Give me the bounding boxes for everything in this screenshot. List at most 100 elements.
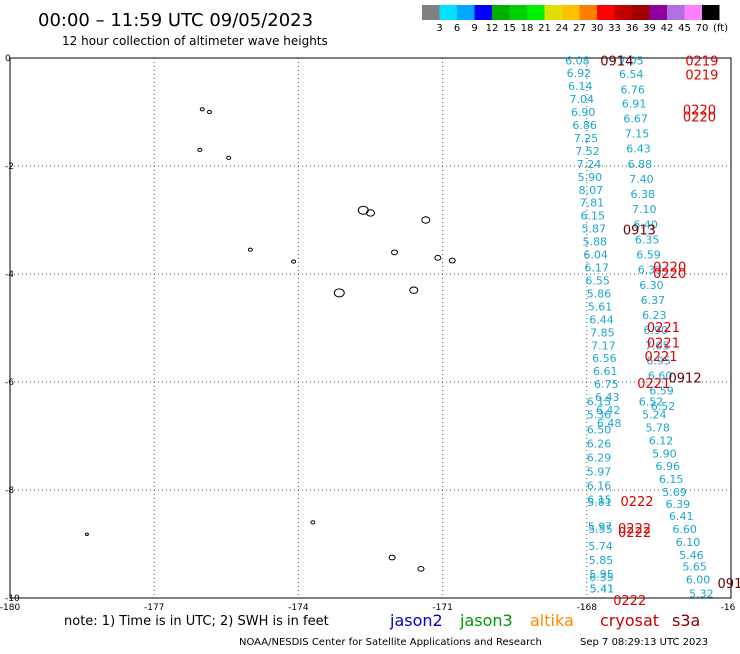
pass-time-label: 0222 [618,526,651,541]
wave-height-value: 6.35 [635,233,660,246]
color-scale-tick-label: 36 [626,23,639,34]
wave-height-value: 6.91 [622,97,647,110]
wave-height-value: 6.15 [587,395,612,408]
color-scale-tick-label: 9 [471,23,477,34]
wave-height-value: 7.52 [575,145,600,158]
wave-height-value: 6.67 [623,112,648,125]
wave-height-value: 6.10 [676,536,701,549]
wave-height-value: 5.78 [645,421,670,434]
wave-height-value: 6.08 [565,55,590,68]
color-scale-swatch [579,5,597,20]
wave-height-value: 6.15 [659,473,684,486]
wave-height-value: 6.86 [572,119,597,132]
pass-time-label: 0221 [647,321,680,336]
color-scale-tick-label: 33 [608,23,621,34]
wave-height-value: 6.04 [583,249,608,262]
wave-height-value: 6.12 [649,434,674,447]
island-outline [84,532,89,536]
y-tick-label: -4 [5,270,14,280]
island-outline [199,107,205,112]
wave-height-value: 6.52 [639,395,664,408]
wave-height-value: 6.17 [584,262,609,275]
pass-time-label: 0912 [669,372,702,387]
wave-height-value: 6.59 [649,385,674,398]
color-scale-swatch [562,5,580,20]
wave-height-value: 6.43 [626,143,651,156]
wave-height-value: 7.04 [569,93,594,106]
color-scale-tick-label: 27 [573,23,586,34]
coastline-islands [84,107,456,572]
wave-height-value: 7.24 [577,158,602,171]
pass-time-label: 0222 [618,522,651,537]
color-scale-swatch [457,5,475,20]
wave-height-value: 5.41 [590,582,615,595]
y-tick-label: -6 [5,378,14,388]
x-tick-label: -174 [288,603,309,613]
wave-height-value: 5.36 [587,408,612,421]
x-axis-ticks: -180 -177 -174 -171 -168 -16 [0,603,736,613]
wave-height-value: 6.33 [638,264,663,277]
footer-note: note: 1) Time is in UTC; 2) SWH is in fe… [64,614,329,629]
wave-height-value: 5.97 [588,521,613,534]
wave-height-value: 6.44 [589,313,614,326]
pass-time-label: 0221 [647,337,680,352]
wave-height-value: 6.35 [589,571,614,584]
wave-height-value: 5.32 [689,588,714,601]
color-scale-swatch [492,5,510,20]
color-scale-swatch [684,5,702,20]
wave-height-value: 5.46 [679,549,704,562]
color-scale-tick-label: 70 [696,23,709,34]
wave-height-value: 6.60 [672,523,697,536]
color-scale-swatch [632,5,650,20]
chart-title: 00:00 – 11:59 UTC 09/05/2023 [38,10,313,31]
footer-timestamp: Sep 7 08:29:13 UTC 2023 [580,637,708,648]
wave-height-value: 7.05 [645,339,670,352]
wave-height-value: 5.69 [662,486,687,499]
color-scale-tick-label: 42 [661,23,674,34]
color-scale-swatch [509,5,527,20]
wave-height-value: 6.15 [587,494,612,507]
wave-height-value: 6.60 [648,370,673,383]
wave-height-value: 5.24 [642,408,667,421]
satellite-legend-jason3: jason3 [459,611,513,630]
pass-time-label: 0221 [644,350,677,365]
x-tick-label: -16 [721,603,736,613]
wave-height-value: 6.50 [587,424,612,437]
y-axis-ticks: 0 -2 -4 -6 -8 -10 [5,54,20,604]
pass-time-label: 0911 [718,577,740,592]
pass-time-label: 0220 [683,103,716,118]
color-scale-swatch [544,5,562,20]
color-scale-unit: (ft) [713,23,728,34]
island-outline [333,288,345,298]
color-scale-tick-label: 39 [643,23,656,34]
color-scale-tick-label: 15 [503,23,516,34]
color-scale-swatch [614,5,632,20]
satellite-legend-cryosat: cryosat [600,611,659,630]
wave-height-value: 7.10 [632,203,657,216]
wave-height-value: 5.90 [578,171,603,184]
x-tick-label: -168 [577,603,598,613]
wave-height-value: 6.43 [595,391,620,404]
wave-height-value: 6.41 [669,510,694,523]
color-scale-swatch [527,5,545,20]
color-scale-bar: 3 6 9 12 15 18 21 24 27 30 33 36 39 42 45 70 [422,5,720,34]
color-scale-swatch [649,5,667,20]
y-tick-label: -2 [5,162,14,172]
x-tick-label: -171 [432,603,452,613]
island-outline [291,259,297,264]
wave-height-value: 6.55 [585,274,610,287]
satellite-legend-jason2: jason2 [389,611,443,630]
island-outline [247,247,253,252]
wave-height-value: 5.87 [582,223,607,236]
pass-time-label: 0222 [613,594,646,609]
wave-height-value: 6.88 [628,158,653,171]
wave-height-value: 5.55 [588,523,613,536]
wave-height-value: 6.95 [646,354,671,367]
wave-height-value: 5.97 [587,466,612,479]
color-scale-tick-label: 24 [556,23,569,34]
wave-height-value: 7.81 [580,197,605,210]
color-scale-tick-label: 21 [538,23,551,34]
wave-height-readings: 6.086.926.147.046.906.867.257.527.245.90… [565,55,714,601]
wave-height-value: 6.00 [686,574,711,587]
